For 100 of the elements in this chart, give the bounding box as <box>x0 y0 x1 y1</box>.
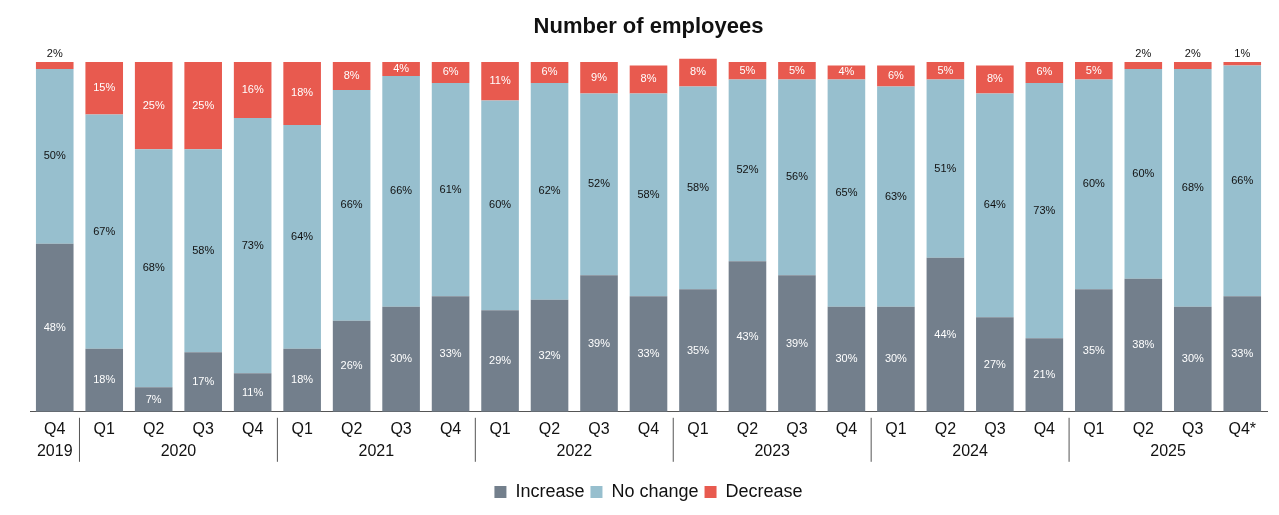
data-label: 7% <box>145 392 162 405</box>
bar <box>1223 296 1262 412</box>
data-label: 16% <box>241 82 264 95</box>
bar <box>629 296 668 412</box>
data-label: 6% <box>541 65 558 78</box>
x-tick-label: Q3 <box>192 419 214 437</box>
x-tick-label: Q1 <box>687 419 709 437</box>
x-tick-label: Q4 <box>637 419 660 437</box>
data-label: 35% <box>1082 343 1106 356</box>
bar <box>1173 61 1212 69</box>
bar <box>530 82 569 300</box>
data-label: 43% <box>736 329 759 342</box>
x-tick-label: Q2 <box>538 419 561 437</box>
bar <box>134 387 173 412</box>
bar <box>184 149 222 353</box>
data-label: 33% <box>1231 347 1254 360</box>
data-label: 62% <box>538 184 561 197</box>
bar <box>134 61 173 150</box>
bar <box>1124 61 1163 69</box>
x-tick-label: Q3 <box>984 419 1006 437</box>
bar <box>926 257 965 412</box>
bar <box>233 117 272 374</box>
bar <box>679 86 717 290</box>
legend-label: Increase <box>515 480 585 501</box>
data-label: 8% <box>690 65 707 78</box>
data-label: 21% <box>1033 368 1056 381</box>
bar <box>1025 338 1064 412</box>
data-label: 4% <box>393 61 410 74</box>
data-label: 48% <box>43 320 66 333</box>
bar <box>481 310 519 412</box>
bar <box>184 61 222 150</box>
bar <box>728 261 767 412</box>
bar <box>976 317 1014 412</box>
data-label: 30% <box>1181 352 1204 365</box>
bar <box>332 89 371 321</box>
data-label: 33% <box>637 347 660 360</box>
text: 2025 <box>1150 442 1186 460</box>
bar <box>283 61 321 125</box>
bar <box>431 296 470 412</box>
bar <box>1025 82 1064 339</box>
data-label: 51% <box>934 161 957 174</box>
bar <box>35 61 74 69</box>
data-label: 8% <box>343 68 360 81</box>
x-tick-label: Q4 <box>241 419 264 437</box>
data-label: 11% <box>242 385 264 398</box>
x-tick-label: Q4 <box>1033 419 1056 437</box>
bar <box>1075 289 1113 412</box>
data-label: 60% <box>489 198 512 211</box>
data-label: 26% <box>340 359 363 372</box>
x-tick-label: Q2 <box>736 419 759 437</box>
data-label: 64% <box>291 229 314 242</box>
data-label: 6% <box>1036 65 1053 78</box>
bar <box>382 306 420 412</box>
data-label: 50% <box>43 149 66 162</box>
legend-label: Decrease <box>725 480 803 501</box>
data-label: 56% <box>785 170 809 183</box>
data-label: 6% <box>887 68 905 81</box>
data-label: 30% <box>390 352 413 365</box>
bar <box>85 348 124 412</box>
data-label: 73% <box>241 238 264 251</box>
data-label: 61% <box>439 182 462 195</box>
bar <box>827 306 866 412</box>
data-label: 27% <box>983 357 1007 370</box>
bar <box>580 61 618 94</box>
bar <box>382 75 420 307</box>
data-label: 18% <box>291 373 314 386</box>
data-label: 11% <box>489 74 511 87</box>
data-label: 9% <box>591 70 608 83</box>
data-label: 52% <box>588 177 611 190</box>
data-label: 2% <box>1135 46 1152 59</box>
bar <box>976 65 1014 94</box>
bar <box>778 79 816 276</box>
data-label: 4% <box>838 65 855 78</box>
bar <box>629 93 668 297</box>
bar <box>629 65 668 94</box>
data-label: 8% <box>986 72 1004 85</box>
bar <box>481 61 519 101</box>
text: 2022 <box>556 442 593 460</box>
data-label: 35% <box>686 343 710 356</box>
data-label: 1% <box>1234 46 1251 59</box>
x-tick-label: Q1 <box>1083 419 1105 437</box>
bar <box>233 373 272 412</box>
data-label: 65% <box>835 186 858 199</box>
data-label: 25% <box>142 98 165 111</box>
data-label: 58% <box>637 187 660 200</box>
bar <box>1075 79 1113 290</box>
data-label: 60% <box>1132 166 1155 179</box>
x-tick-label: Q3 <box>588 419 610 437</box>
x-tick-label: Q2 <box>1132 419 1155 437</box>
data-label: 52% <box>736 163 759 176</box>
text: 2019 <box>36 442 73 460</box>
x-tick-label: Q1 <box>489 419 511 437</box>
x-tick-label: Q4 <box>835 419 858 437</box>
chart-title: Number of employees <box>533 13 764 39</box>
data-label: 32% <box>538 348 561 361</box>
bar <box>580 93 618 276</box>
bar <box>1173 306 1212 412</box>
data-label: 39% <box>588 336 611 349</box>
data-label: 66% <box>390 184 413 197</box>
text: 2021 <box>358 442 395 460</box>
